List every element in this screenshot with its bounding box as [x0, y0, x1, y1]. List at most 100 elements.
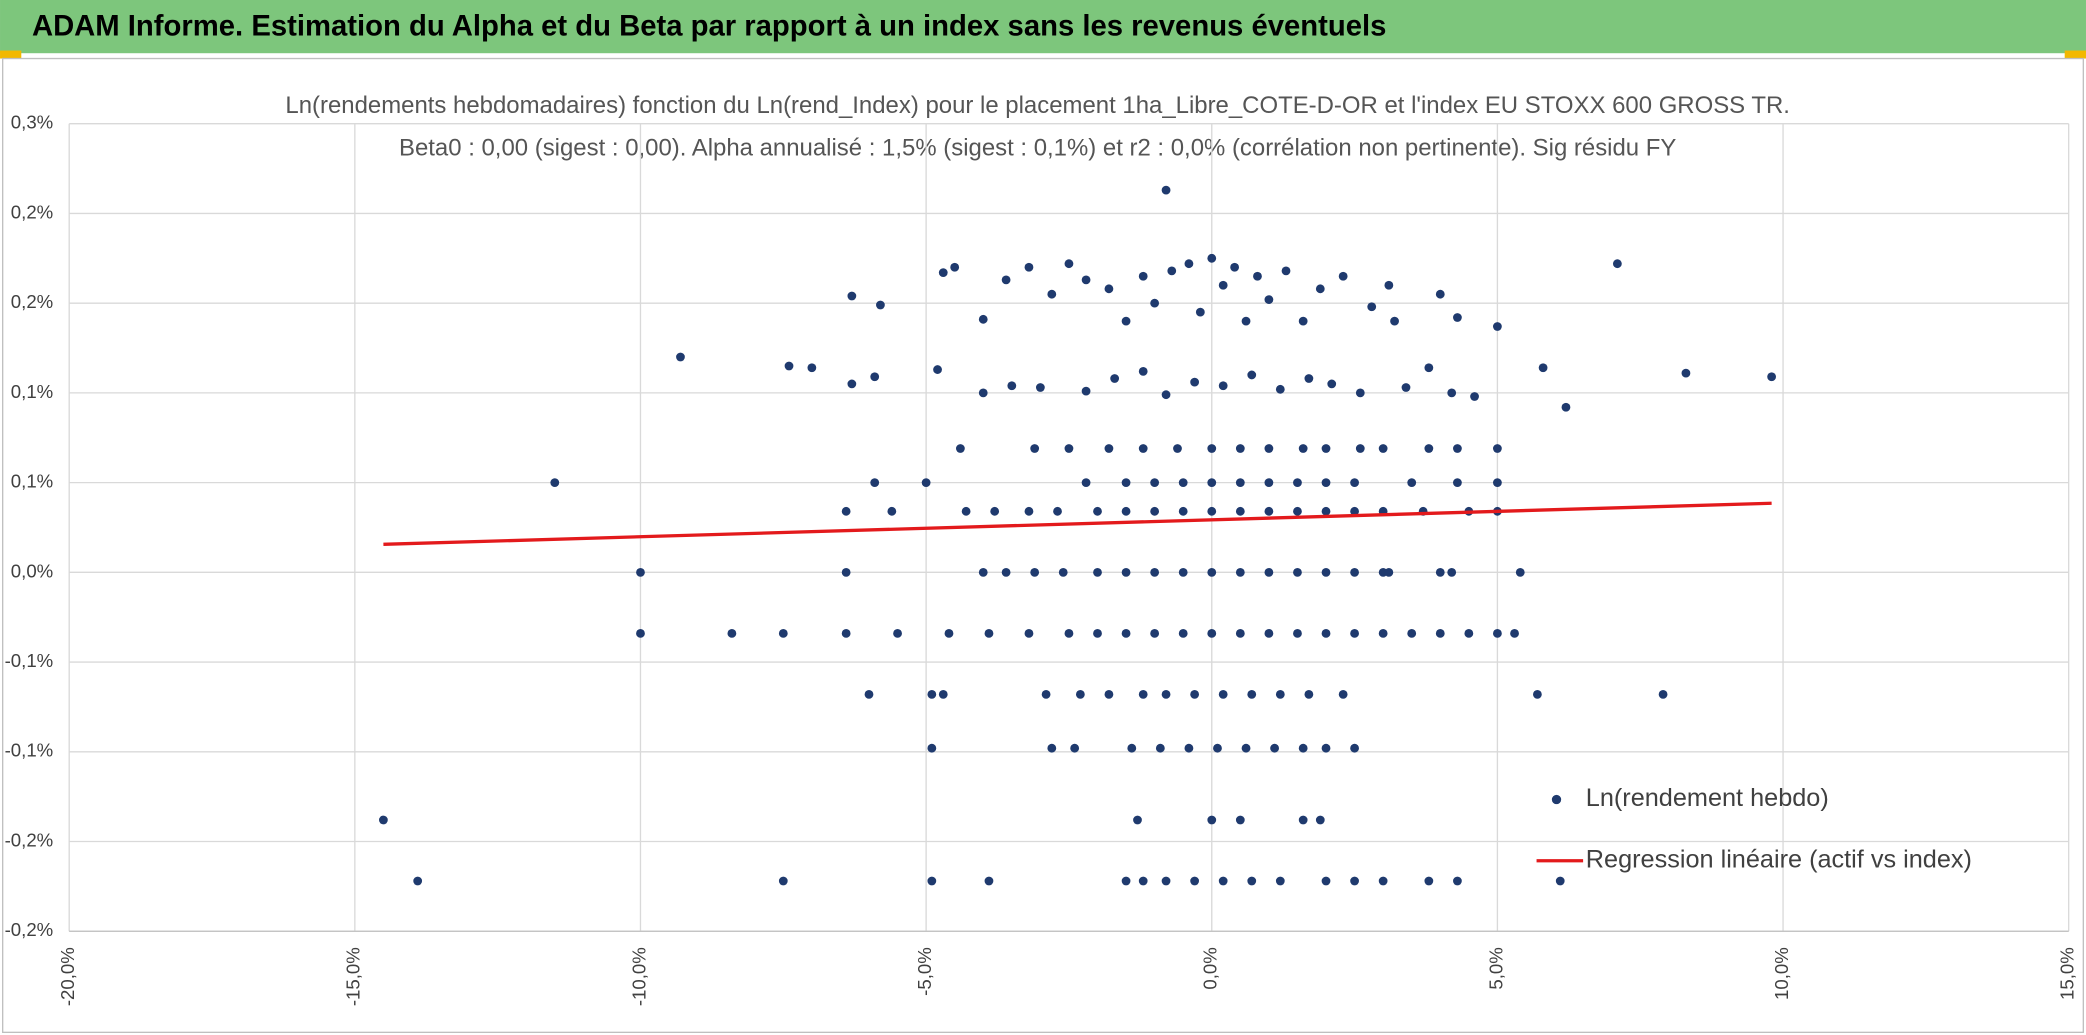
data-point: [1270, 743, 1279, 753]
data-point: [1327, 379, 1337, 389]
data-point: [1298, 316, 1308, 326]
data-point: [1453, 876, 1462, 886]
data-point: [1355, 444, 1365, 453]
data-point: [1230, 262, 1240, 272]
data-point: [1281, 266, 1291, 276]
data-point: [1235, 567, 1245, 577]
data-point: [1184, 743, 1194, 753]
data-point: [1424, 444, 1434, 453]
data-point: [978, 314, 988, 324]
x-tick-label: -10,0%: [628, 947, 649, 1006]
data-point: [1138, 366, 1148, 376]
data-point: [1150, 628, 1160, 638]
data-point: [636, 567, 645, 577]
data-point: [1035, 383, 1045, 392]
data-point: [1178, 628, 1188, 638]
data-point: [1138, 444, 1148, 453]
data-point: [1064, 259, 1074, 269]
data-point: [1190, 876, 1200, 886]
data-point: [1161, 689, 1171, 699]
data-point: [1064, 628, 1074, 638]
data-point: [1321, 743, 1331, 753]
data-point: [1315, 284, 1325, 294]
data-point: [1235, 506, 1245, 516]
data-point: [1235, 815, 1245, 825]
legend-label: Ln(rendement hebdo): [1586, 784, 1829, 812]
y-tick-label: -0,2%: [5, 919, 54, 940]
data-point: [1355, 388, 1365, 398]
chart-subtitle: Beta0 : 0,00 (sigest : 0,00). Alpha annu…: [399, 134, 1676, 161]
data-point: [1493, 628, 1502, 638]
data-point: [1264, 295, 1274, 304]
data-point: [1155, 743, 1165, 753]
data-point: [938, 689, 948, 699]
data-point: [1150, 298, 1160, 308]
data-point: [984, 876, 994, 886]
data-point: [847, 291, 857, 301]
data-point: [1293, 506, 1302, 516]
data-point: [1493, 444, 1502, 453]
data-point: [1453, 444, 1462, 453]
data-point: [887, 506, 897, 516]
data-point: [1110, 374, 1120, 383]
data-point: [1161, 390, 1171, 400]
data-point: [938, 268, 948, 278]
data-point: [1304, 689, 1314, 699]
data-point: [1207, 628, 1217, 638]
data-point: [1047, 289, 1057, 299]
data-point: [1470, 392, 1479, 401]
data-point: [1493, 478, 1502, 488]
data-point: [1161, 185, 1171, 195]
data-point: [1001, 567, 1011, 577]
data-point: [927, 689, 937, 699]
data-point: [1298, 743, 1308, 753]
data-point: [1555, 876, 1565, 886]
data-point: [1190, 377, 1200, 387]
data-point: [1207, 506, 1217, 516]
data-point: [1384, 280, 1394, 290]
data-point: [1121, 478, 1131, 488]
data-point: [864, 689, 874, 699]
data-point: [1350, 567, 1359, 577]
data-point: [1533, 689, 1542, 699]
x-tick-label: 0,0%: [1200, 947, 1221, 989]
data-point: [1121, 316, 1131, 326]
data-point: [807, 363, 817, 373]
data-point: [978, 388, 988, 398]
data-point: [1658, 689, 1668, 699]
data-point: [841, 506, 851, 516]
data-point: [1213, 743, 1222, 753]
data-point: [1133, 815, 1142, 825]
data-point: [1241, 743, 1251, 753]
x-tick-label: -15,0%: [343, 947, 364, 1006]
data-point: [1321, 628, 1331, 638]
data-point: [1161, 876, 1171, 886]
data-point: [1218, 689, 1228, 699]
data-point: [1218, 280, 1228, 290]
data-point: [1264, 478, 1274, 488]
data-point: [1424, 876, 1434, 886]
data-point: [1681, 368, 1691, 378]
data-point: [1315, 815, 1325, 825]
data-point: [676, 352, 685, 362]
data-point: [1150, 567, 1160, 577]
data-point: [1081, 275, 1091, 285]
data-point: [893, 628, 902, 638]
data-point: [1321, 567, 1331, 577]
data-point: [1378, 628, 1388, 638]
data-point: [636, 628, 645, 638]
data-point: [1081, 386, 1091, 396]
data-point: [1184, 259, 1194, 269]
data-point: [1007, 381, 1017, 391]
data-point: [870, 372, 880, 382]
data-point: [847, 379, 857, 389]
data-point: [1121, 567, 1131, 577]
y-tick-label: 0,0%: [11, 560, 53, 581]
data-point: [961, 506, 971, 516]
data-point: [944, 628, 954, 638]
data-point: [1241, 316, 1251, 326]
data-point: [1338, 689, 1348, 699]
data-point: [1104, 284, 1114, 294]
data-point: [1275, 876, 1285, 886]
